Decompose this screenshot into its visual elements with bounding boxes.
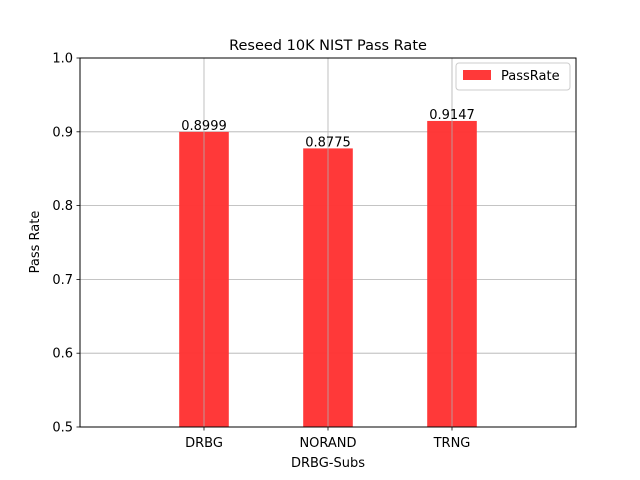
data-labels: 0.8999 0.8775 0.9147 <box>181 108 475 150</box>
x-tick-label: DRBG <box>185 436 223 451</box>
data-label: 0.8999 <box>181 119 227 134</box>
y-tick-label: 1.0 <box>52 52 73 67</box>
x-tick-label: TRNG <box>433 436 471 451</box>
data-label: 0.8775 <box>305 135 351 150</box>
y-tick-label: 0.9 <box>52 125 73 140</box>
data-label: 0.9147 <box>429 108 475 123</box>
y-tick-label: 0.5 <box>52 421 73 436</box>
grid-lines-vertical <box>203 58 453 427</box>
x-axis-ticks: DRBG NORAND TRNG <box>185 427 470 451</box>
legend-frame <box>455 62 571 91</box>
y-axis-label: Pass Rate <box>28 211 43 274</box>
legend-label: PassRate <box>501 69 560 84</box>
x-tick-label: NORAND <box>299 436 356 451</box>
y-tick-label: 0.6 <box>52 347 73 362</box>
y-tick-label: 0.7 <box>52 273 73 288</box>
y-tick-label: 0.8 <box>52 199 73 214</box>
legend: PassRate <box>455 62 571 91</box>
legend-swatch <box>463 70 491 80</box>
chart-title: Reseed 10K NIST Pass Rate <box>229 38 427 54</box>
x-axis-label: DRBG-Subs <box>291 456 365 471</box>
y-axis-ticks: 0.5 0.6 0.7 0.8 0.9 1.0 <box>52 52 80 436</box>
